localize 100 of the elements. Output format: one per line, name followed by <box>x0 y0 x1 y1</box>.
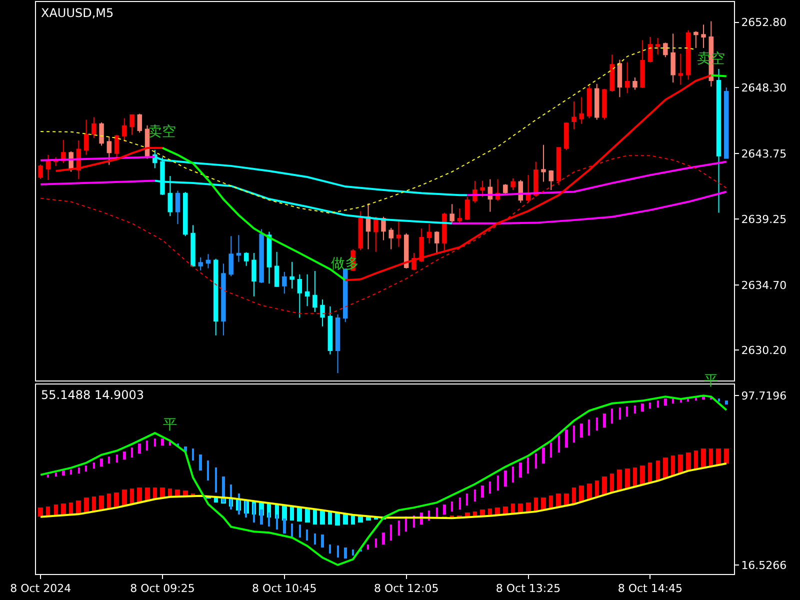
bar <box>131 448 133 458</box>
bar <box>595 480 599 497</box>
candlestick <box>602 88 607 120</box>
x-tick-label: 8 Oct 09:25 <box>130 582 195 596</box>
candlestick <box>640 40 645 89</box>
x-tick-label: 8 Oct 10:45 <box>252 582 317 596</box>
bar <box>512 466 514 483</box>
candlestick <box>457 208 462 224</box>
line-series <box>40 462 728 520</box>
bar <box>390 524 392 541</box>
bar <box>518 504 523 513</box>
bar <box>619 408 621 420</box>
candlestick <box>464 196 470 221</box>
bar <box>579 486 584 502</box>
candlestick <box>694 30 698 48</box>
y-tick-label: 97.7196 <box>741 390 787 403</box>
bar <box>69 502 73 515</box>
bar <box>215 468 217 493</box>
candlestick <box>624 62 630 94</box>
bar <box>76 500 81 515</box>
bar <box>626 406 628 417</box>
candlestick <box>198 256 203 271</box>
candlestick <box>228 236 234 277</box>
candlestick <box>304 274 310 307</box>
bar <box>588 420 590 436</box>
bar <box>641 404 644 412</box>
bar <box>633 468 637 487</box>
bar <box>466 494 468 506</box>
bar <box>283 518 286 534</box>
candlestick <box>320 299 325 327</box>
bar <box>306 530 308 541</box>
candlestick <box>579 96 584 124</box>
bar <box>587 484 592 500</box>
x-tick-label: 8 Oct 2024 <box>10 582 72 596</box>
bar <box>497 476 499 491</box>
bar <box>123 452 126 460</box>
bar <box>716 448 721 465</box>
bar <box>154 438 156 447</box>
y-tick-label: 2634.70 <box>741 278 787 292</box>
candlestick <box>678 53 684 86</box>
bar <box>535 454 537 469</box>
candlestick <box>617 59 622 98</box>
bar <box>649 402 651 409</box>
bar <box>230 484 232 510</box>
bar <box>290 506 294 521</box>
candlestick <box>716 68 722 214</box>
candlestick <box>594 83 600 120</box>
bar <box>268 512 270 527</box>
candlestick <box>297 274 302 318</box>
bar <box>625 468 630 489</box>
bar <box>183 490 188 496</box>
bar <box>718 398 720 402</box>
bar <box>321 534 324 548</box>
bar <box>694 450 698 470</box>
bar <box>580 424 583 438</box>
bar <box>511 504 515 514</box>
bar <box>47 474 49 478</box>
bar <box>367 544 369 550</box>
bar <box>92 496 96 512</box>
bar <box>314 534 316 545</box>
bar <box>199 454 202 471</box>
bar <box>299 524 301 538</box>
bar <box>534 498 538 512</box>
bar <box>489 482 491 494</box>
candlestick <box>312 270 318 313</box>
candlestick <box>548 170 554 191</box>
candlestick <box>282 271 287 294</box>
bar <box>99 496 104 510</box>
bar <box>481 486 484 498</box>
candlestick <box>213 258 218 336</box>
candlestick <box>259 228 264 284</box>
candlestick <box>38 164 43 180</box>
candlestick <box>175 190 180 225</box>
bar <box>108 456 110 464</box>
bar <box>634 406 636 414</box>
y-tick-label: 2643.75 <box>741 147 787 160</box>
candlestick <box>99 122 104 146</box>
bar <box>130 488 134 504</box>
bar <box>291 524 293 537</box>
x-tick-label: 8 Oct 12:05 <box>374 582 439 596</box>
bar <box>596 418 598 431</box>
candlestick <box>252 252 256 297</box>
candlestick <box>122 118 127 142</box>
bar <box>54 504 58 516</box>
bar <box>488 508 492 516</box>
bar <box>328 512 332 525</box>
bar <box>451 502 453 512</box>
bar <box>398 520 400 536</box>
bar <box>443 504 446 515</box>
candlestick <box>328 306 332 355</box>
bar <box>85 466 87 472</box>
y-tick-label: 2648.30 <box>741 81 787 94</box>
candlestick <box>572 101 576 130</box>
bar <box>541 498 546 510</box>
bar <box>672 398 674 404</box>
candlestick <box>266 231 272 284</box>
bar <box>352 550 354 556</box>
bar <box>168 488 172 497</box>
bar <box>572 488 576 504</box>
bar <box>137 488 142 503</box>
